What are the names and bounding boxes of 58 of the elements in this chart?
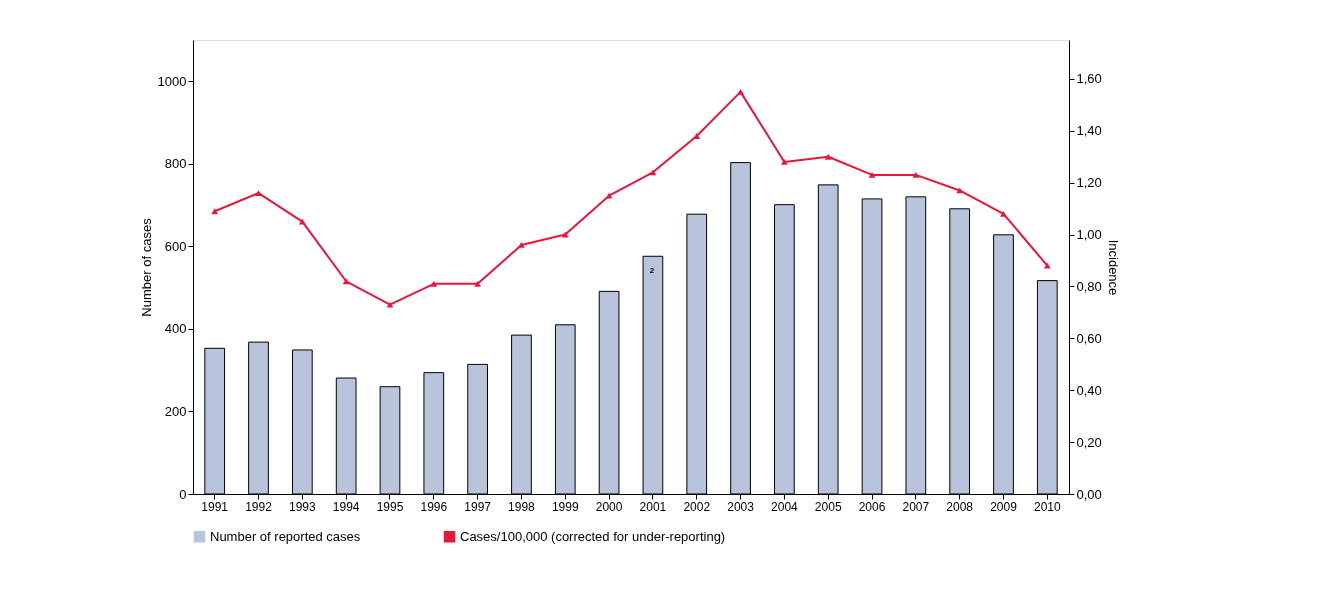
y2-tick-label: 1,60 — [1076, 71, 1102, 87]
x-tick-label: 2008 — [946, 499, 974, 514]
point — [430, 280, 438, 287]
x-tick-label: 1997 — [464, 499, 492, 514]
y2-tick-label: 0,40 — [1076, 382, 1102, 398]
point — [298, 218, 306, 225]
x-tick-label: 1996 — [420, 499, 448, 514]
y-tick-label: 400 — [164, 321, 187, 337]
y-tick-label: 0 — [179, 486, 187, 502]
y-tick-label: 200 — [164, 403, 187, 419]
x-tick-label: 2005 — [814, 499, 842, 514]
x-tick-label: 1991 — [201, 499, 229, 514]
y2-tick-label: 1,20 — [1076, 175, 1102, 191]
x-tick-label: 2001 — [639, 499, 667, 514]
x-tick-label: 2010 — [1033, 499, 1061, 514]
point — [386, 301, 394, 308]
point — [518, 242, 525, 248]
y2-tick-label: 0,00 — [1076, 486, 1102, 502]
point — [649, 169, 657, 176]
legend-label: Number of reported cases — [210, 528, 361, 544]
x-tick-label: 1994 — [332, 499, 360, 514]
point — [605, 192, 613, 199]
y2-axis-title: Incidence — [1105, 239, 1121, 296]
annotation: 2 — [649, 266, 655, 275]
point — [824, 153, 832, 160]
y-axis-title: Number of cases — [138, 217, 154, 317]
y-tick-label: 1000 — [157, 73, 187, 89]
y2-tick-label: 0,60 — [1076, 330, 1102, 346]
point — [737, 88, 744, 95]
x-tick-label: 2003 — [727, 499, 755, 514]
x-tick-label: 2009 — [990, 499, 1018, 514]
point — [1000, 210, 1007, 217]
point — [912, 172, 920, 178]
x-tick-label: 2004 — [771, 499, 799, 514]
point — [781, 159, 788, 165]
point — [211, 208, 219, 215]
y2-tick-label: 1,40 — [1076, 123, 1102, 139]
point — [693, 133, 701, 139]
x-tick-label: 2007 — [902, 499, 930, 514]
x-tick-label: 1998 — [508, 499, 536, 514]
point — [868, 172, 876, 178]
point — [1043, 262, 1051, 269]
y2-tick-label: 0,80 — [1076, 278, 1102, 294]
x-tick-label: 1999 — [551, 499, 579, 514]
x-tick-label: 1992 — [245, 499, 273, 514]
x-tick-label: 2006 — [858, 499, 886, 514]
y2-tick-label: 0,20 — [1076, 434, 1102, 450]
point — [255, 190, 262, 196]
legend-label: Cases/100,000 (corrected for under-reporting) — [460, 528, 726, 544]
y-tick-label: 600 — [164, 238, 187, 254]
x-tick-label: 1995 — [376, 499, 404, 514]
x-tick-label: 1993 — [288, 499, 317, 514]
x-tick-label: 2000 — [595, 499, 623, 514]
y2-tick-label: 1,00 — [1076, 227, 1102, 243]
point — [342, 278, 350, 285]
y-tick-label: 800 — [164, 156, 187, 172]
point — [474, 280, 481, 287]
x-tick-label: 2002 — [683, 499, 711, 514]
